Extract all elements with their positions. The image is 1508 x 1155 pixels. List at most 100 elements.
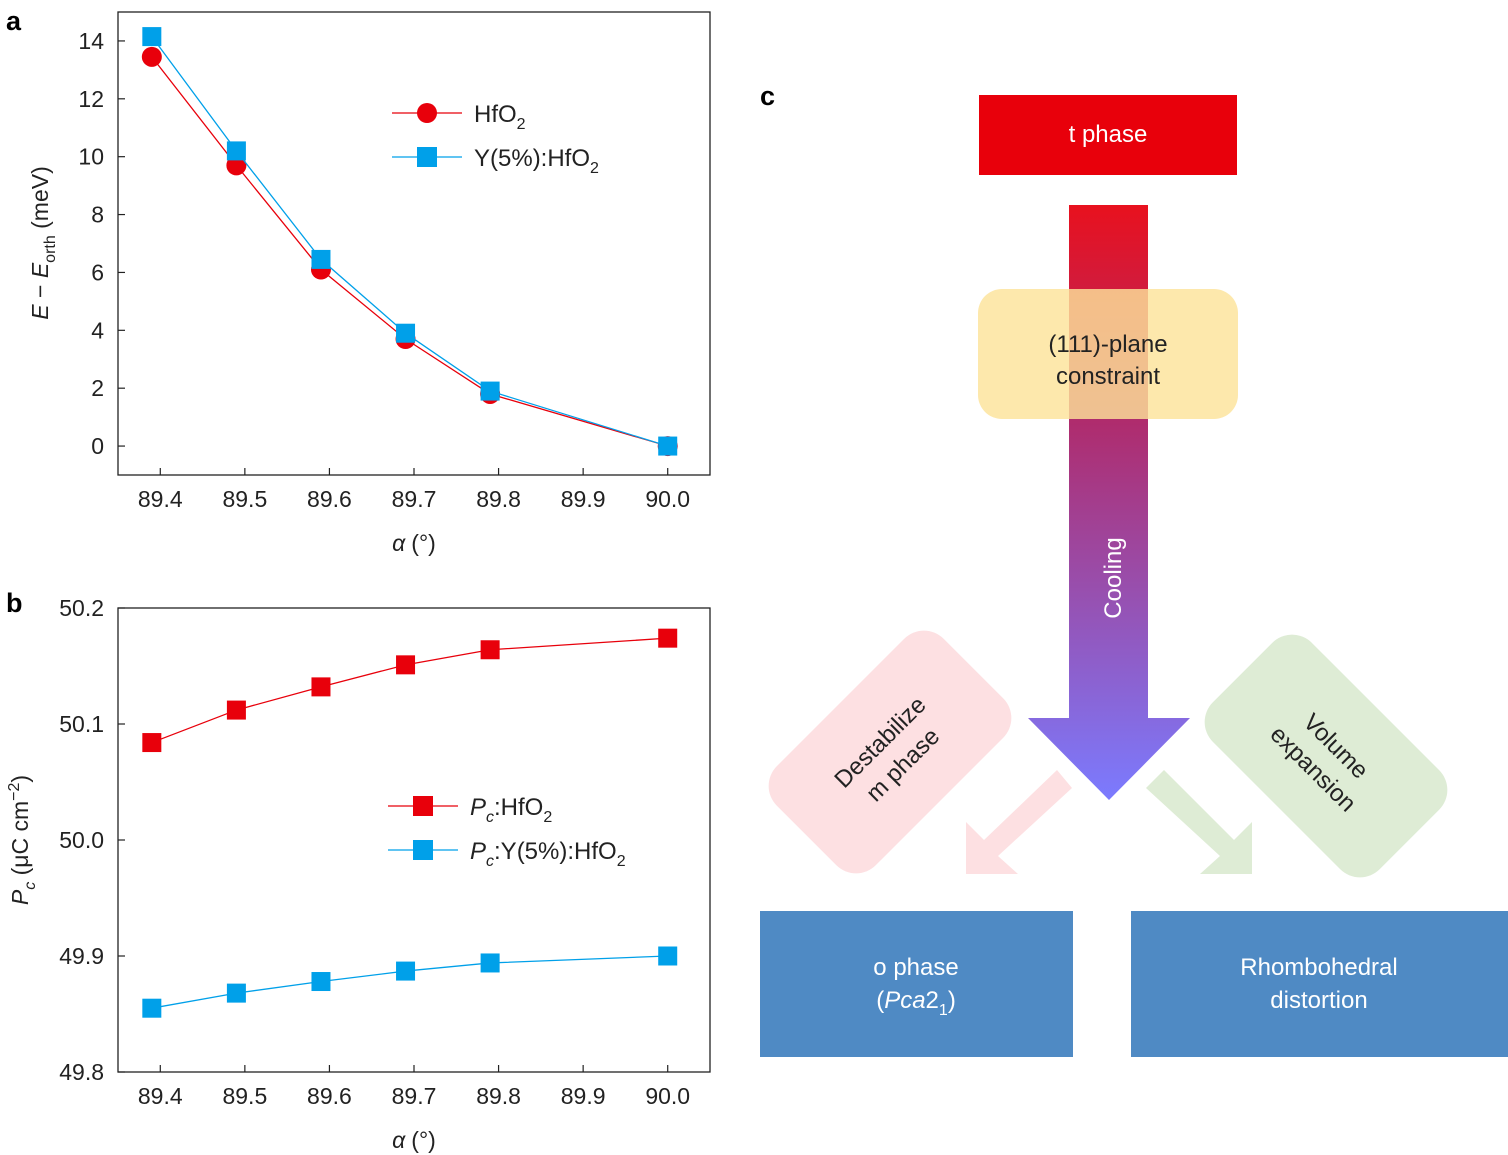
- constraint-box: [978, 289, 1238, 419]
- chart-a-series-0-point: [141, 46, 162, 67]
- chart-a-x-tick-label: 89.6: [307, 486, 352, 512]
- chart-b-x-axis-label: α (°): [392, 1127, 436, 1153]
- chart-a-ylabel-e: E: [27, 304, 53, 320]
- rhombohedral-box: [1131, 911, 1508, 1057]
- legend-marker-y-hfo2: [417, 147, 437, 167]
- chart-a-series-1-point: [480, 381, 500, 401]
- volume-box-bg: [1204, 634, 1448, 878]
- legend-pc-y-hfo2-c: c: [486, 853, 494, 870]
- chart-a-y-tick-label: 10: [78, 144, 104, 170]
- constraint-line2: constraint: [1056, 363, 1160, 390]
- chart-a-series-1-point: [226, 141, 246, 161]
- o-phase-box: [760, 911, 1073, 1057]
- legend-y-hfo2-name: Y(5%):HfO: [474, 145, 590, 172]
- chart-b-ylabel-p: P: [7, 889, 33, 905]
- o-phase-sub: 1: [939, 1002, 948, 1019]
- chart-b-legend: Pc:HfO2 Pc:Y(5%):HfO2: [388, 794, 626, 870]
- chart-b-y-tick-label: 49.8: [59, 1059, 104, 1085]
- rhombo-line1: Rhombohedral: [1240, 954, 1397, 981]
- chart-a-ylabel-sub: orth: [42, 235, 59, 263]
- legend-hfo2-name: HfO: [474, 101, 517, 128]
- chart-b-polarization: 89.4 89.5 89.6 89.7 89.8 89.9 90.0 49.8 49.9 50.0…: [6, 595, 711, 1153]
- chart-a-series-1-point: [658, 436, 678, 456]
- legend-label-y-hfo2: Y(5%):HfO2: [474, 145, 599, 177]
- chart-b-ylabel-sup: −2: [6, 782, 23, 800]
- chart-a-x-tick-label: 89.9: [561, 486, 606, 512]
- chart-b-x-tick-label: 89.5: [222, 1083, 267, 1109]
- legend-pc-hfo2-c: c: [486, 809, 494, 826]
- chart-b-series-1-line: [151, 955, 668, 1009]
- chart-b-xlabel-unit: (°): [411, 1127, 436, 1153]
- chart-a-y-tick-label: 2: [91, 375, 104, 401]
- chart-a-x-tick-label: 89.7: [392, 486, 437, 512]
- chart-b-series-0-line: [151, 637, 668, 744]
- legend-pc-y-hfo2-name: :Y(5%):HfO: [494, 838, 617, 865]
- legend-label-pc-hfo2: Pc:HfO2: [470, 794, 552, 826]
- chart-a-series-1-line: [151, 36, 668, 447]
- chart-b-xlabel-symbol: α: [392, 1127, 406, 1153]
- panel-label-b: b: [6, 588, 23, 618]
- chart-b-x-tick-label: 89.8: [476, 1083, 521, 1109]
- legend-hfo2-sub: 2: [517, 116, 526, 133]
- chart-b-x-tick-label: 89.7: [392, 1083, 437, 1109]
- chart-a-y-tick-label: 14: [78, 28, 104, 54]
- chart-a-x-axis-label: α (°): [392, 530, 436, 556]
- cooling-label: Cooling: [1100, 537, 1127, 618]
- chart-a-ylabel-e2: E: [27, 262, 53, 278]
- o-phase-italic: Pca: [884, 987, 925, 1014]
- chart-a-series: [141, 27, 678, 457]
- chart-b-series-0-point: [311, 677, 331, 697]
- legend-y-hfo2-sub: 2: [590, 160, 599, 177]
- o-phase-num: 2: [926, 987, 939, 1014]
- destabilize-m-phase-box: Destabilize m phase: [768, 630, 1012, 874]
- legend-pc-hfo2-name: :HfO: [494, 794, 543, 821]
- legend-label-hfo2: HfO2: [474, 101, 526, 133]
- chart-a-series-1-point: [311, 249, 331, 269]
- chart-a-x-tick-label: 89.8: [476, 486, 521, 512]
- chart-b-series-1-point: [396, 961, 416, 981]
- chart-b-series-0-point: [396, 655, 416, 675]
- chart-a-legend: HfO2 Y(5%):HfO2: [392, 101, 599, 177]
- chart-a-ylabel-unit: (meV): [27, 166, 53, 235]
- chart-a-xlabel-symbol: α: [392, 530, 406, 556]
- chart-b-series-1-point: [658, 946, 678, 966]
- chart-a-y-tick-label: 0: [91, 433, 104, 459]
- chart-a-energy: 89.4 89.5 89.6 89.7 89.8 89.9 90.002468101214 …: [27, 11, 711, 556]
- legend-pc-hfo2-sub: 2: [543, 809, 552, 826]
- chart-b-y-axis-label: Pc (μC cm−2): [6, 775, 39, 905]
- chart-a-y-tick-label: 6: [91, 259, 104, 285]
- chart-a-axes: 89.4 89.5 89.6 89.7 89.8 89.9 90.0 0 2 4 6 8 10 12 14: [78, 28, 690, 512]
- constraint-line1: (111)-plane: [1048, 331, 1167, 358]
- chart-b-series-0-point: [480, 640, 500, 660]
- chart-a-y-axis-label: E − Eorth (meV): [27, 166, 59, 319]
- chart-b-series-0-point: [142, 733, 162, 753]
- chart-b-x-tick-label: 89.9: [561, 1083, 606, 1109]
- legend-marker-pc-y-hfo2: [413, 840, 433, 860]
- chart-b-y-tick-label: 49.9: [59, 943, 104, 969]
- o-phase-line1: o phase: [873, 954, 958, 981]
- o-phase-line2: (Pca21): [876, 987, 956, 1019]
- phase-transition-diagram: Destabilize m phase Volume expansion Coo…: [760, 95, 1508, 1057]
- o-phase-close: ): [948, 987, 956, 1014]
- chart-b-x-tick-label: 89.6: [307, 1083, 352, 1109]
- chart-a-series-0-line: [151, 56, 668, 447]
- chart-b-series-1-point: [226, 983, 246, 1003]
- arrow-to-o-phase: [966, 770, 1072, 874]
- chart-b-y-tick-label: 50.1: [59, 711, 104, 737]
- chart-a-series-1-point: [142, 27, 162, 47]
- chart-a-y-tick-label: 8: [91, 202, 104, 228]
- chart-a-y-tick-label: 12: [78, 86, 104, 112]
- chart-a-plot-frame: [117, 11, 711, 476]
- chart-b-ylabel-close: ): [7, 775, 33, 783]
- legend-marker-pc-hfo2: [413, 796, 433, 816]
- legend-pc-y-hfo2-p: P: [470, 838, 486, 865]
- legend-marker-hfo2: [417, 103, 437, 123]
- chart-b-ylabel-unit: (μC cm: [7, 801, 33, 882]
- panel-label-c: c: [760, 81, 775, 111]
- cooling-arrow: [1028, 205, 1190, 800]
- chart-a-series-1-point: [396, 323, 416, 343]
- chart-b-series-0-point: [658, 628, 678, 648]
- legend-pc-y-hfo2-sub: 2: [617, 853, 626, 870]
- chart-a-xlabel-unit: (°): [411, 530, 436, 556]
